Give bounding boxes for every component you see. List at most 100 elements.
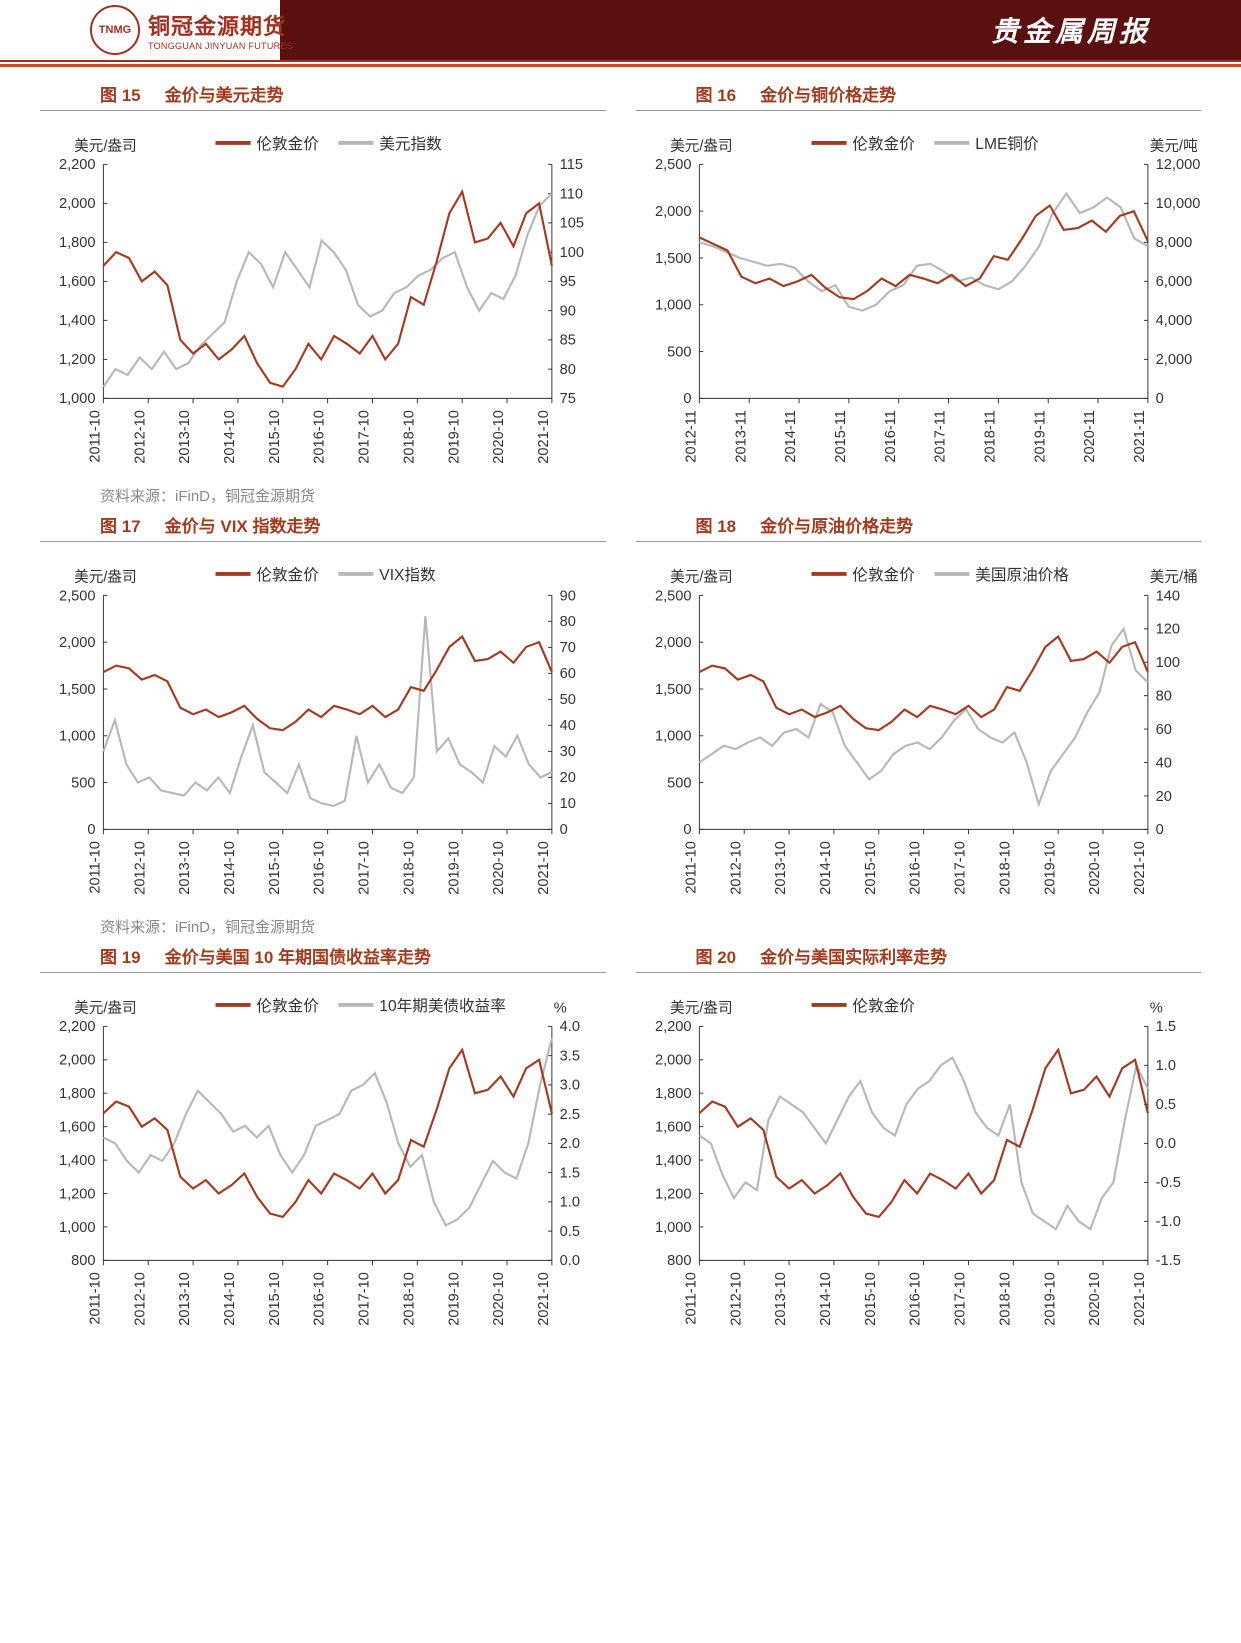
- svg-text:2015-10: 2015-10: [267, 1272, 283, 1326]
- svg-text:-1.0: -1.0: [1155, 1214, 1180, 1230]
- svg-text:80: 80: [560, 614, 576, 630]
- svg-text:%: %: [1149, 1001, 1162, 1017]
- svg-text:2,000: 2,000: [59, 196, 96, 212]
- svg-text:1,600: 1,600: [59, 1120, 96, 1136]
- svg-text:2018-10: 2018-10: [401, 1272, 417, 1326]
- svg-text:8,000: 8,000: [1155, 235, 1192, 251]
- logo: TNMG 铜冠金源期货 TONGGUAN JINYUAN FUTURES: [0, 5, 293, 55]
- svg-text:70: 70: [560, 640, 576, 656]
- svg-text:2.5: 2.5: [560, 1107, 580, 1123]
- svg-text:1,000: 1,000: [59, 1220, 96, 1236]
- svg-text:2021-10: 2021-10: [536, 410, 552, 464]
- svg-text:2016-11: 2016-11: [882, 410, 898, 463]
- svg-text:2011-10: 2011-10: [87, 841, 103, 894]
- svg-text:140: 140: [1155, 588, 1179, 604]
- svg-text:2017-11: 2017-11: [932, 410, 948, 463]
- svg-text:伦敦金价: 伦敦金价: [852, 997, 915, 1015]
- svg-text:2,000: 2,000: [59, 1053, 96, 1069]
- svg-text:6,000: 6,000: [1155, 274, 1192, 290]
- svg-text:2020-10: 2020-10: [1087, 841, 1103, 895]
- svg-text:20: 20: [560, 770, 576, 786]
- svg-text:2011-10: 2011-10: [87, 1272, 103, 1325]
- svg-text:2013-10: 2013-10: [177, 410, 193, 464]
- svg-text:2,000: 2,000: [1155, 352, 1192, 368]
- svg-text:2020-10: 2020-10: [1087, 1272, 1103, 1326]
- svg-text:2013-11: 2013-11: [733, 410, 749, 463]
- svg-text:2013-10: 2013-10: [773, 841, 789, 895]
- svg-text:2,200: 2,200: [59, 1019, 96, 1035]
- svg-text:2019-10: 2019-10: [1042, 1272, 1058, 1326]
- chart-16: 美元/盎司美元/吨伦敦金价LME铜价05001,0001,5002,0002,5…: [636, 111, 1202, 481]
- svg-text:2017-10: 2017-10: [952, 1272, 968, 1326]
- svg-text:1,000: 1,000: [655, 729, 692, 745]
- svg-text:1.0: 1.0: [1155, 1058, 1175, 1074]
- svg-text:2019-10: 2019-10: [1042, 841, 1058, 895]
- svg-text:1,200: 1,200: [59, 1186, 96, 1202]
- svg-text:60: 60: [1155, 722, 1171, 738]
- svg-text:2,000: 2,000: [655, 204, 692, 220]
- logo-cn: 铜冠金源期货: [148, 9, 293, 41]
- svg-text:1,400: 1,400: [59, 313, 96, 329]
- svg-text:VIX指数: VIX指数: [379, 566, 436, 584]
- svg-text:1,600: 1,600: [655, 1120, 692, 1136]
- svg-text:0: 0: [87, 822, 95, 838]
- svg-text:美元/盎司: 美元/盎司: [74, 1000, 137, 1017]
- logo-en: TONGGUAN JINYUAN FUTURES: [148, 41, 293, 51]
- svg-text:2013-10: 2013-10: [177, 841, 193, 895]
- svg-text:-0.5: -0.5: [1155, 1175, 1180, 1191]
- svg-text:0: 0: [683, 822, 691, 838]
- svg-text:2016-10: 2016-10: [907, 1272, 923, 1326]
- svg-text:2012-10: 2012-10: [132, 841, 148, 895]
- svg-text:12,000: 12,000: [1155, 157, 1200, 173]
- svg-text:2015-11: 2015-11: [832, 410, 848, 463]
- svg-text:2,500: 2,500: [655, 588, 692, 604]
- svg-text:美元/桶: 美元/桶: [1149, 569, 1197, 586]
- svg-text:1,500: 1,500: [655, 251, 692, 267]
- svg-text:2,500: 2,500: [655, 157, 692, 173]
- svg-text:美元/盎司: 美元/盎司: [670, 569, 733, 586]
- svg-text:2014-10: 2014-10: [222, 410, 238, 464]
- svg-text:2020-10: 2020-10: [491, 410, 507, 464]
- svg-text:2017-10: 2017-10: [952, 841, 968, 895]
- svg-text:2015-10: 2015-10: [862, 841, 878, 895]
- svg-text:2021-10: 2021-10: [1131, 1272, 1147, 1326]
- chart-19: 美元/盎司%伦敦金价10年期美债收益率8001,0001,2001,4001,6…: [40, 973, 606, 1343]
- svg-text:800: 800: [71, 1253, 95, 1269]
- svg-text:2012-10: 2012-10: [132, 1272, 148, 1326]
- svg-text:2021-10: 2021-10: [536, 841, 552, 895]
- svg-text:1,400: 1,400: [59, 1153, 96, 1169]
- svg-text:2020-10: 2020-10: [491, 1272, 507, 1326]
- figure-title-15: 图 15金价与美元走势: [40, 77, 606, 111]
- svg-text:2017-10: 2017-10: [357, 410, 373, 464]
- svg-text:1,200: 1,200: [59, 352, 96, 368]
- svg-text:0.0: 0.0: [560, 1253, 580, 1269]
- svg-text:2014-10: 2014-10: [818, 841, 834, 895]
- svg-text:2014-10: 2014-10: [818, 1272, 834, 1326]
- svg-text:100: 100: [560, 245, 584, 261]
- svg-text:1,000: 1,000: [59, 391, 96, 407]
- svg-text:4.0: 4.0: [560, 1019, 580, 1035]
- svg-text:50: 50: [560, 692, 576, 708]
- svg-text:美国原油价格: 美国原油价格: [975, 566, 1069, 584]
- svg-text:LME铜价: LME铜价: [975, 135, 1039, 153]
- svg-text:500: 500: [71, 775, 95, 791]
- svg-text:2021-10: 2021-10: [536, 1272, 552, 1326]
- svg-text:40: 40: [1155, 755, 1171, 771]
- svg-text:110: 110: [560, 187, 583, 203]
- svg-text:0.0: 0.0: [1155, 1136, 1175, 1152]
- svg-text:0.5: 0.5: [1155, 1097, 1175, 1113]
- svg-text:2014-10: 2014-10: [222, 1272, 238, 1326]
- svg-text:2.0: 2.0: [560, 1136, 580, 1152]
- svg-text:60: 60: [560, 666, 576, 682]
- svg-text:1,800: 1,800: [59, 1086, 96, 1102]
- svg-text:90: 90: [560, 304, 576, 320]
- svg-text:2019-10: 2019-10: [446, 410, 462, 464]
- svg-text:10年期美债收益率: 10年期美债收益率: [379, 997, 506, 1015]
- chart-20: 美元/盎司%伦敦金价8001,0001,2001,4001,6001,8002,…: [636, 973, 1202, 1343]
- figure-title-17: 图 17金价与 VIX 指数走势: [40, 508, 606, 542]
- svg-text:1.5: 1.5: [1155, 1019, 1175, 1035]
- svg-text:2016-10: 2016-10: [312, 1272, 328, 1326]
- svg-text:2,200: 2,200: [59, 157, 96, 173]
- svg-text:1,800: 1,800: [59, 235, 96, 251]
- svg-text:2018-10: 2018-10: [997, 841, 1013, 895]
